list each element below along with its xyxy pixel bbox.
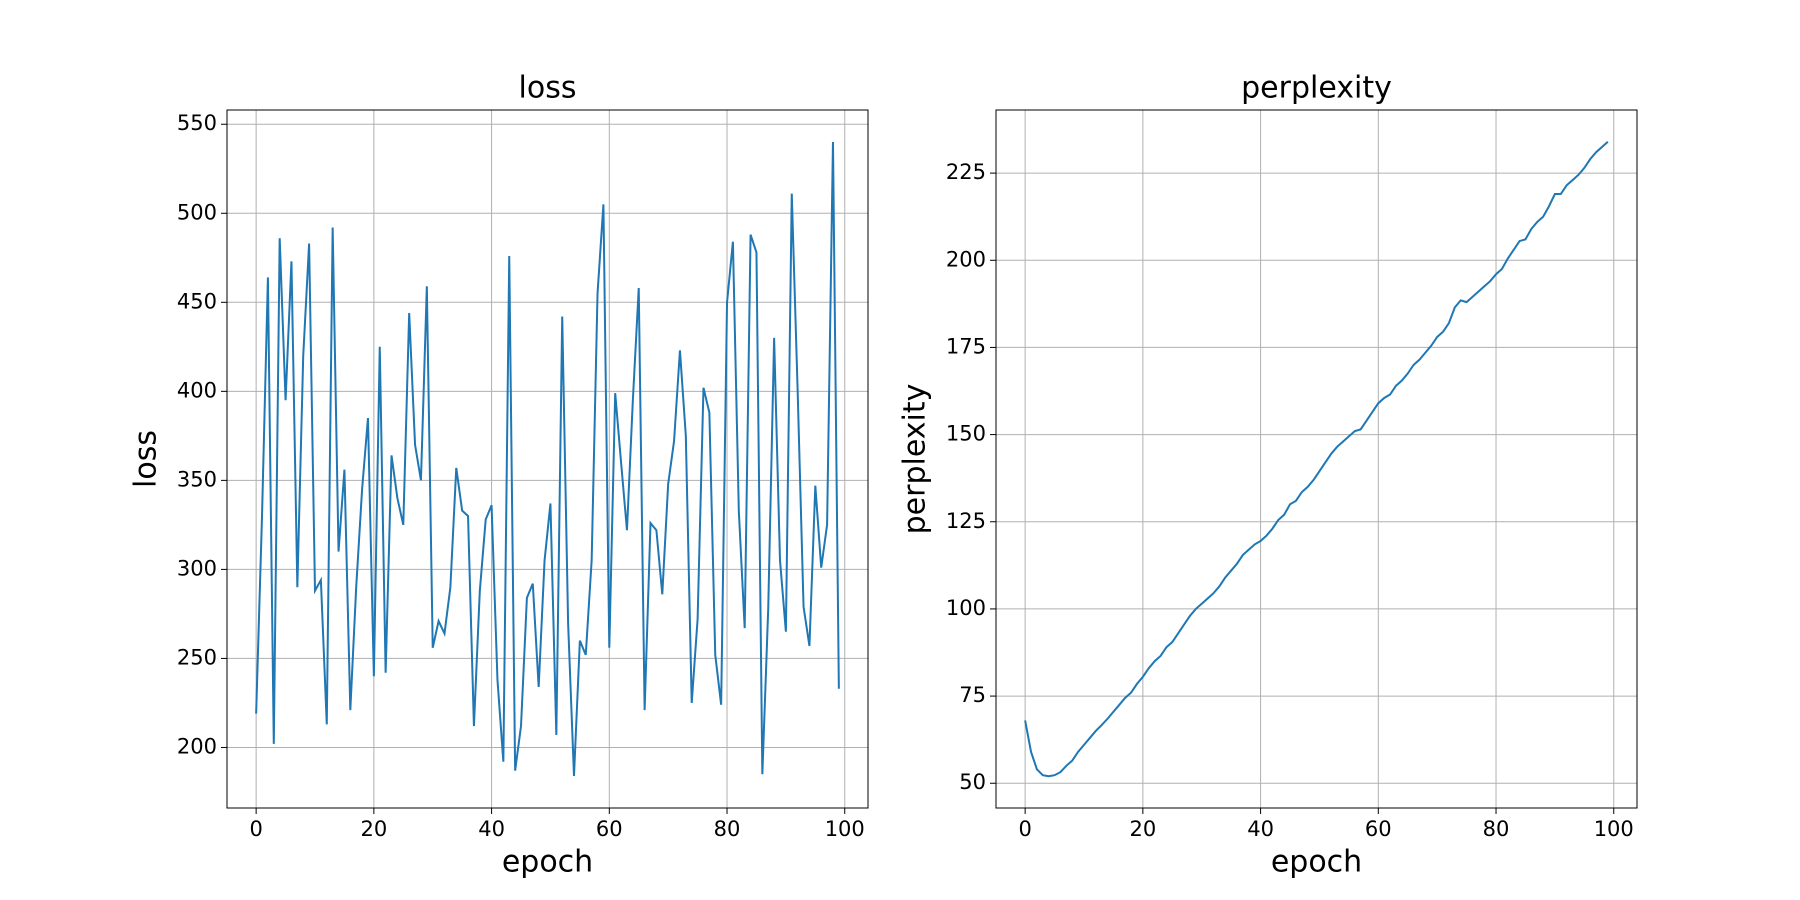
x-tick-label: 80	[1483, 817, 1510, 841]
x-tick-label: 40	[478, 817, 505, 841]
y-tick-label: 550	[177, 111, 217, 135]
y-tick-label: 200	[946, 247, 986, 271]
y-tick-label: 125	[946, 509, 986, 533]
x-tick-label: 40	[1247, 817, 1274, 841]
x-tick-label: 0	[249, 817, 262, 841]
x-tick-label: 100	[825, 817, 865, 841]
x-axis-label: epoch	[502, 845, 593, 880]
y-tick-label: 175	[946, 334, 986, 358]
y-tick-label: 100	[946, 596, 986, 620]
y-axis-label: perplexity	[898, 384, 933, 535]
x-tick-label: 0	[1018, 817, 1031, 841]
y-tick-label: 225	[946, 160, 986, 184]
subplot: 0 20 40 60 80 100 50 75 100 125 150 175 200 225 perple…	[898, 71, 1638, 880]
data-line	[255, 142, 840, 776]
chart-title: loss	[519, 71, 577, 106]
x-axis-label: epoch	[1271, 845, 1362, 880]
chart-title: perplexity	[1241, 71, 1392, 106]
x-tick-label: 60	[1365, 817, 1392, 841]
y-axis-label: loss	[129, 430, 164, 488]
y-tick-label: 250	[177, 645, 217, 669]
x-tick-label: 80	[714, 817, 741, 841]
y-tick-label: 500	[177, 200, 217, 224]
y-tick-label: 400	[177, 378, 217, 402]
x-tick-label: 60	[596, 817, 623, 841]
x-tick-label: 20	[1129, 817, 1156, 841]
y-tick-label: 50	[959, 770, 986, 794]
y-tick-label: 150	[946, 422, 986, 446]
plot-frame	[226, 109, 869, 809]
y-tick-label: 350	[177, 467, 217, 491]
y-tick-label: 200	[177, 734, 217, 758]
y-tick-label: 450	[177, 289, 217, 313]
data-line	[1024, 140, 1609, 778]
subplot: 0 20 40 60 80 100 200 250 300 350 400 450 500 550 loss…	[129, 71, 869, 880]
x-tick-label: 20	[360, 817, 387, 841]
y-tick-label: 75	[959, 683, 986, 707]
x-tick-label: 100	[1594, 817, 1634, 841]
plot-frame	[995, 109, 1638, 809]
y-tick-label: 300	[177, 556, 217, 580]
